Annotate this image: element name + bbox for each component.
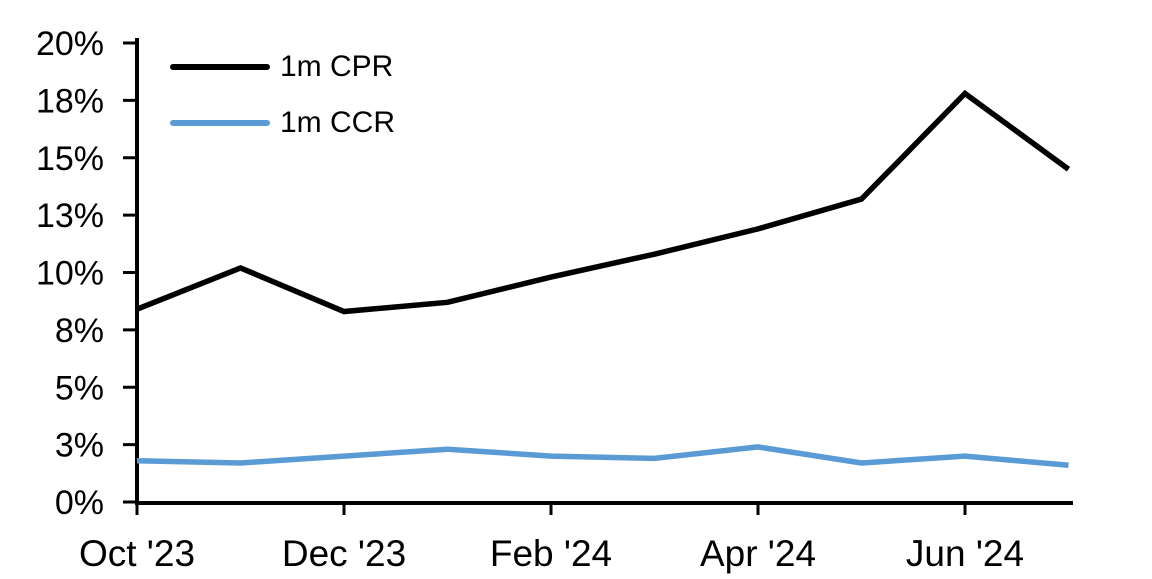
y-tick-label: 13% — [36, 197, 104, 235]
x-tick-label: Apr '24 — [700, 533, 816, 574]
x-tick-label: Dec '23 — [282, 533, 406, 574]
legend-label-cpr: 1m CPR — [280, 50, 394, 83]
x-tick-label: Jun '24 — [906, 533, 1024, 574]
series-line-1m-cpr — [135, 89, 1071, 315]
y-tick-label: 0% — [55, 484, 104, 522]
x-tick-label: Feb '24 — [490, 533, 612, 574]
y-tick-label: 8% — [55, 312, 104, 350]
legend-line-swatch-cpr — [170, 64, 270, 70]
chart-legend: 1m CPR 1m CCR — [170, 50, 395, 140]
y-tick-label: 18% — [36, 82, 104, 120]
y-tick-label: 20% — [36, 25, 104, 63]
y-tick-label: 3% — [55, 427, 104, 465]
x-tick-label: Oct '23 — [79, 533, 195, 574]
series-line-1m-ccr — [136, 444, 1069, 469]
legend-item-1m-ccr: 1m CCR — [170, 106, 395, 140]
legend-item-1m-cpr: 1m CPR — [170, 50, 395, 84]
y-tick-label: 5% — [55, 369, 104, 407]
y-tick-label: 15% — [36, 140, 104, 178]
legend-label-ccr: 1m CCR — [280, 106, 396, 139]
legend-line-swatch-ccr — [170, 120, 270, 126]
y-tick-label: 10% — [36, 255, 104, 293]
